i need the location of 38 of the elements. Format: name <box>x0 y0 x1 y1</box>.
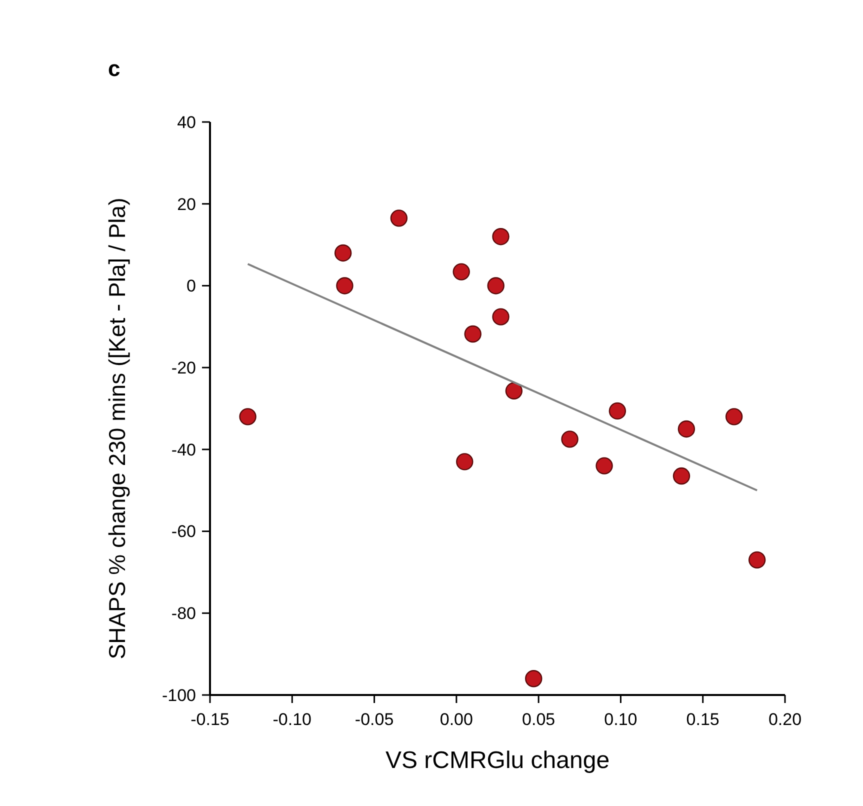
point <box>456 453 474 470</box>
point <box>492 308 510 326</box>
point <box>336 277 354 294</box>
point <box>492 228 510 246</box>
y-tick-label: 0 <box>186 276 196 296</box>
y-axis-title: SHAPS % change 230 mins ([Ket - Pla] / Pla) <box>104 198 130 660</box>
point <box>561 430 578 448</box>
point <box>525 670 542 688</box>
y-tick-label: 20 <box>177 194 196 214</box>
x-tick-label: 0.15 <box>686 710 720 729</box>
point <box>678 420 696 438</box>
point <box>725 408 743 426</box>
point <box>596 457 613 474</box>
y-tick-label: -40 <box>171 440 196 460</box>
y-tick-label: -60 <box>171 522 196 542</box>
point <box>452 263 470 280</box>
point <box>390 210 408 227</box>
y-tick-label: -80 <box>171 604 196 624</box>
point <box>748 551 766 569</box>
x-tick-label: 0.00 <box>440 710 473 729</box>
x-tick-label: 0.20 <box>768 710 802 729</box>
x-tick-label: -0.10 <box>272 710 312 729</box>
x-tick-label: -0.05 <box>354 710 394 729</box>
point <box>608 402 626 420</box>
x-tick-label: 0.10 <box>604 710 638 729</box>
point <box>505 382 523 400</box>
point <box>672 467 690 485</box>
x-tick-label: 0.05 <box>522 710 556 729</box>
point <box>334 244 352 262</box>
y-tick-label: -100 <box>162 686 196 705</box>
y-tick-label: -20 <box>171 358 196 378</box>
point <box>239 408 256 426</box>
y-tick-label: 40 <box>177 112 196 132</box>
chart-title: c <box>108 56 120 81</box>
x-tick-label: -0.15 <box>190 710 230 729</box>
point <box>464 325 482 343</box>
x-axis-title: VS rCMRGlu change <box>385 747 610 774</box>
point <box>487 277 504 294</box>
